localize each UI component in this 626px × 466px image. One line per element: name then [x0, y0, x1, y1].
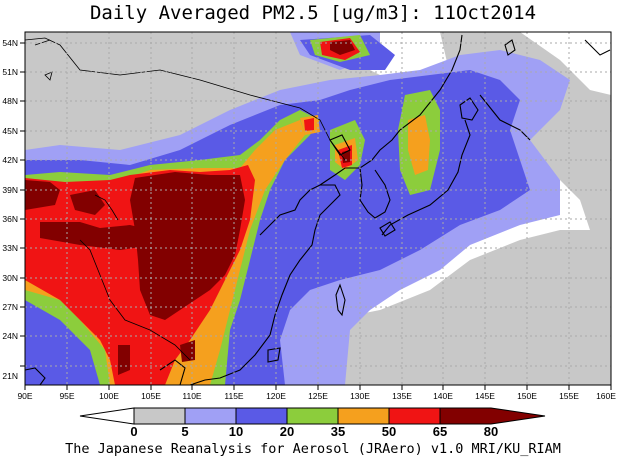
pollution-field [25, 32, 611, 385]
lon-label: 145E [475, 391, 495, 401]
lat-label: 54N [2, 38, 18, 48]
level-80-plus [25, 40, 355, 375]
lat-label: 30N [2, 273, 18, 283]
lat-label: 24N [2, 331, 18, 341]
lat-label: 33N [2, 243, 18, 253]
lon-label: 90E [17, 391, 32, 401]
lon-label: 160E [596, 391, 616, 401]
colorbar-swatch [79, 407, 135, 425]
lon-label: 105E [141, 391, 161, 401]
lat-label: 21N [2, 371, 18, 381]
data-source-caption: The Japanese Reanalysis for Aerosol (JRA… [65, 441, 561, 457]
latitude-labels: 54N 51N 48N 45N 42N 39N 36N 33N 30N 27N … [2, 38, 18, 381]
lon-label: 140E [433, 391, 453, 401]
lon-label: 95E [59, 391, 74, 401]
lat-label: 36N [2, 214, 18, 224]
map-title: Daily Averaged PM2.5 [ug/m3]: 11Oct2014 [89, 2, 537, 24]
colorbar-label: 80 [484, 424, 498, 439]
lon-label: 135E [392, 391, 412, 401]
colorbar-swatch [133, 407, 186, 425]
lat-label: 48N [2, 96, 18, 106]
axis-ticks [20, 42, 612, 390]
lat-label: 45N [2, 126, 18, 136]
colorbar-swatch [184, 407, 237, 425]
colorbar [79, 407, 546, 425]
colorbar-label: 0 [130, 424, 137, 439]
longitude-labels: 90E 95E 100E 105E 110E 115E 120E 125E 13… [17, 391, 616, 401]
lon-label: 110E [182, 391, 202, 401]
colorbar-swatch [439, 407, 546, 425]
lat-label: 39N [2, 185, 18, 195]
colorbar-swatch [337, 407, 390, 425]
lat-lon-grid [25, 32, 611, 385]
colorbar-swatch [388, 407, 441, 425]
lon-label: 100E [99, 391, 119, 401]
colorbar-label: 35 [331, 424, 345, 439]
lon-label: 115E [224, 391, 244, 401]
colorbar-label: 65 [433, 424, 447, 439]
colorbar-label: 50 [382, 424, 396, 439]
colorbar-label: 10 [229, 424, 243, 439]
lat-label: 42N [2, 155, 18, 165]
colorbar-label: 5 [181, 424, 188, 439]
colorbar-label: 20 [280, 424, 294, 439]
lon-label: 125E [308, 391, 328, 401]
lon-label: 155E [559, 391, 579, 401]
colorbar-labels: 0 5 10 20 35 50 65 80 [130, 424, 498, 439]
lon-label: 150E [517, 391, 537, 401]
borders [25, 37, 346, 361]
colorbar-swatch [286, 407, 339, 425]
colorbar-swatch [235, 407, 288, 425]
lon-label: 120E [266, 391, 286, 401]
lat-label: 51N [2, 67, 18, 77]
lat-label: 27N [2, 302, 18, 312]
lon-label: 130E [350, 391, 370, 401]
